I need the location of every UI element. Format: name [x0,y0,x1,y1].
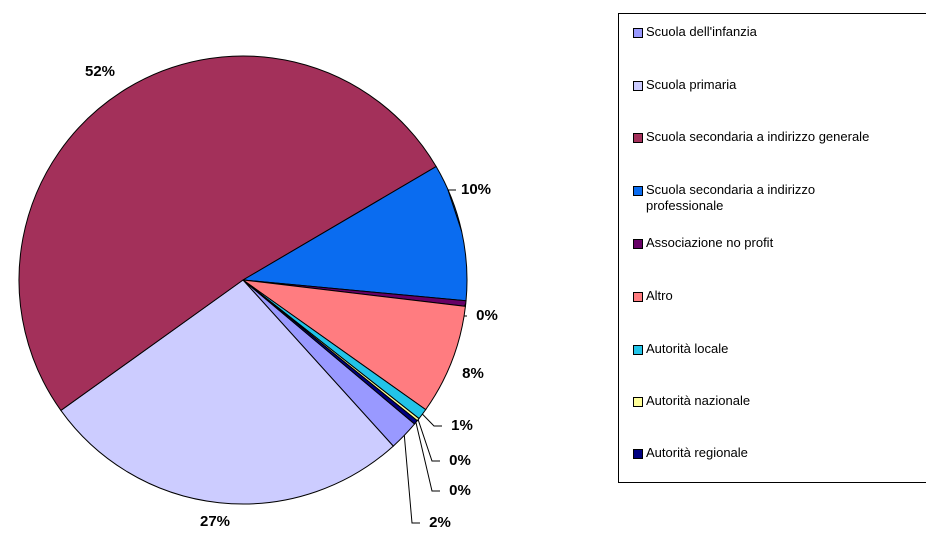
data-label: 52% [85,63,115,80]
legend: Scuola dell'infanzia Scuola primaria Scuol… [618,13,926,483]
legend-label: Associazione no profit [646,235,774,250]
data-label: 8% [462,365,484,382]
legend-swatch [633,81,643,91]
pie-slice [242,279,418,425]
leader-line [417,419,440,462]
data-label: 1% [451,417,473,434]
legend-item: Autorità regionale [633,445,913,461]
legend-label: Scuola secondaria a indirizzo generale [646,129,870,144]
legend-swatch [633,28,643,38]
legend-item: Associazione no profit [633,235,913,251]
legend-swatch [633,186,643,196]
pie-slice [18,55,437,412]
legend-item: Scuola primaria [633,77,913,93]
legend-swatch [633,239,643,249]
data-label: 10% [461,181,491,198]
data-label: 0% [449,482,471,499]
pie-slice [241,165,468,302]
data-label: 27% [200,513,230,530]
data-label: 0% [476,307,498,324]
legend-item: Autorità nazionale [633,393,913,409]
legend-item: Scuola secondaria a indirizzo generale [633,129,913,145]
leader-line [415,422,440,492]
legend-item: Scuola secondaria a indirizzo profession… [633,182,913,214]
pie-slice [242,279,467,411]
legend-label: Autorità locale [646,341,729,356]
legend-swatch [633,133,643,143]
legend-swatch [633,345,643,355]
data-label: 2% [429,514,451,531]
legend-item: Autorità locale [633,341,913,357]
legend-item: Altro [633,288,913,304]
legend-item: Scuola dell'infanzia [633,24,913,40]
legend-swatch [633,449,643,459]
pie-slice [60,279,394,505]
legend-swatch [633,397,643,407]
leader-line [447,189,463,232]
legend-label: Scuola primaria [646,77,737,92]
legend-label: Altro [646,288,673,303]
leader-line [403,435,420,524]
legend-label: Autorità nazionale [646,393,751,408]
legend-label: Scuola dell'infanzia [646,24,757,39]
legend-label: Scuola secondaria a indirizzo profession… [646,182,816,213]
legend-swatch [633,292,643,302]
legend-label: Autorità regionale [646,445,748,460]
data-label: 0% [449,452,471,469]
leader-line [422,413,442,427]
